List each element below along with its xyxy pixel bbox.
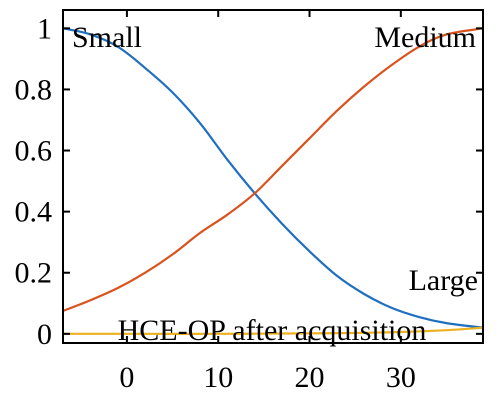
y-tick-label: 0.6 <box>15 135 53 168</box>
plot-frame <box>62 9 484 344</box>
series-line-2 <box>62 27 484 312</box>
y-tick-label: 0 <box>37 318 52 351</box>
x-tick-label: 20 <box>295 361 325 394</box>
x-tick-label: 0 <box>119 361 134 394</box>
annotation-small: Small <box>72 21 142 54</box>
y-tick-label: 1 <box>37 12 52 45</box>
x-tick-label: 10 <box>203 361 233 394</box>
y-tick-label: 0.8 <box>15 73 53 106</box>
series-line-3 <box>62 326 484 335</box>
series-layer <box>62 27 484 335</box>
annotation-medium: Medium <box>374 21 476 54</box>
series-line-1 <box>62 27 484 329</box>
x-axis-caption: HCE-OP after acquisition <box>118 314 427 347</box>
y-tick-label: 0.4 <box>15 196 53 229</box>
x-axis: 0 10 20 30 <box>119 10 416 394</box>
annotation-large: Large <box>409 264 478 297</box>
x-tick-label: 30 <box>386 361 416 394</box>
y-tick-label: 0.2 <box>15 257 53 290</box>
y-axis: 0 0.2 0.4 0.6 0.8 1 <box>15 12 483 351</box>
